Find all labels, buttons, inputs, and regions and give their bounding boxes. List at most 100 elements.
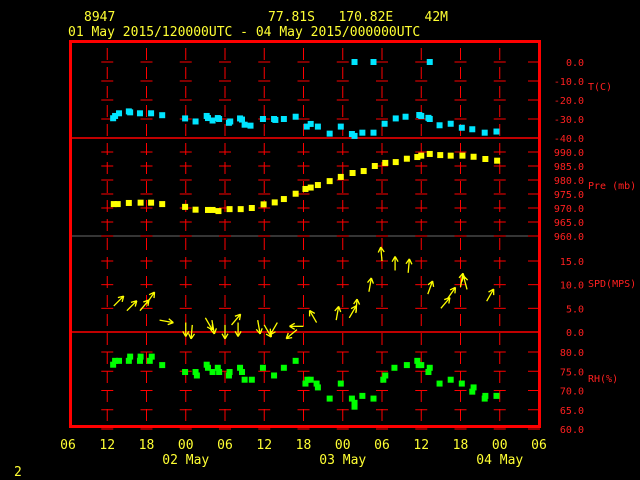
temperature-point xyxy=(272,116,279,123)
pressure-point xyxy=(237,206,244,213)
y-tick-label: 960.0 xyxy=(554,232,584,243)
wind-arrow-head xyxy=(449,286,456,291)
wind-arrow xyxy=(204,317,214,331)
x-tick-label: 12 xyxy=(256,438,272,453)
temperature-point xyxy=(247,122,254,129)
temperature-point xyxy=(259,116,266,122)
rh-point xyxy=(237,364,244,371)
x-tick-label: 12 xyxy=(413,438,429,453)
wind-arrow-head xyxy=(286,336,293,340)
pressure-point xyxy=(125,199,132,206)
wind-arrow-head xyxy=(130,300,137,303)
wind-arrow-head xyxy=(167,321,174,326)
temperature-point xyxy=(127,109,134,116)
y-tick-label: 5.0 xyxy=(566,304,584,315)
pressure-point xyxy=(215,208,222,215)
rh-point xyxy=(271,372,278,379)
wind-arrow xyxy=(159,318,174,326)
wind-arrow xyxy=(126,300,138,312)
rh-point xyxy=(280,364,287,371)
temperature-point xyxy=(227,118,234,125)
rh-point xyxy=(351,403,358,410)
panel-label: SPD(MPS) xyxy=(588,279,636,290)
wind-arrow-head xyxy=(405,258,410,265)
rh-point xyxy=(203,361,210,368)
rh-point xyxy=(426,364,433,371)
pressure-point xyxy=(418,152,425,159)
wind-arrow xyxy=(461,275,469,290)
x-tick-label: 12 xyxy=(99,438,115,453)
wind-arrow-head xyxy=(377,246,382,253)
rh-point xyxy=(326,395,333,402)
pressure-point xyxy=(349,170,356,176)
rh-point xyxy=(248,376,255,383)
x-tick-label: 00 xyxy=(335,438,351,453)
y-tick-label: -30.0 xyxy=(554,115,584,126)
wind-arrow-head xyxy=(237,331,242,337)
wind-arrow-shaft xyxy=(263,324,272,338)
wind-arrow-shaft xyxy=(427,280,434,295)
rh-point xyxy=(447,376,454,383)
wind-arrow-head xyxy=(370,277,375,284)
wind-arrow-head xyxy=(182,331,187,337)
wind-arrow-shaft xyxy=(380,246,383,262)
y-tick-label: 10.0 xyxy=(560,281,584,292)
temperature-point xyxy=(493,128,500,135)
wind-arrow-head xyxy=(353,298,358,305)
temperature-point xyxy=(481,129,488,136)
wind-arrow-head xyxy=(461,275,465,282)
wind-arrow-head xyxy=(234,331,239,337)
time-period: 01 May 2015/120000UTC - 04 May 2015/0000… xyxy=(68,25,420,40)
wind-arrow xyxy=(348,305,357,319)
rh-point xyxy=(351,399,358,406)
y-tick-label: 70.0 xyxy=(560,387,584,398)
pressure-point xyxy=(226,206,233,213)
pressure-point xyxy=(459,152,466,159)
wind-arrow-shaft xyxy=(446,287,456,300)
temperature-point xyxy=(209,117,216,124)
wind-arrow-head xyxy=(121,295,125,303)
wind-arrow-head xyxy=(448,297,451,304)
temperature-point xyxy=(204,115,211,122)
data-marks xyxy=(110,59,501,410)
rh-point xyxy=(307,376,314,383)
y-tick-label: -40.0 xyxy=(554,134,584,145)
rh-point xyxy=(159,362,166,369)
y-tick-label: 0.0 xyxy=(566,58,584,69)
y-tick-label: -20.0 xyxy=(554,96,584,107)
panel-label: RH(%) xyxy=(588,374,618,385)
wind-arrow-shaft xyxy=(257,320,261,335)
temperature-point xyxy=(292,113,299,120)
rh-point xyxy=(337,380,344,387)
wind-arrow-head xyxy=(289,325,296,330)
wind-arrow-shaft xyxy=(486,288,495,302)
rh-point xyxy=(403,362,410,369)
temperature-point xyxy=(381,120,388,127)
y-tick-label: 975.0 xyxy=(554,190,584,201)
rh-point xyxy=(314,384,321,391)
temperature-point xyxy=(436,122,443,129)
temperature-point xyxy=(241,121,248,128)
y-tick-label: 990.0 xyxy=(554,148,584,159)
temperature-point xyxy=(370,129,377,136)
rh-point xyxy=(469,388,476,395)
station-id: 8947 xyxy=(84,10,115,25)
wind-arrow-head xyxy=(206,326,213,331)
rh-point xyxy=(482,392,489,399)
wind-arrow-head xyxy=(454,287,457,294)
x-date-label: 03 May xyxy=(319,453,366,468)
temperature-point xyxy=(418,112,425,119)
wind-arrow xyxy=(187,324,196,340)
temperature-point xyxy=(192,118,199,125)
rh-point xyxy=(127,353,134,360)
wind-arrow xyxy=(231,313,242,326)
wind-arrow-head xyxy=(394,256,399,262)
wind-arrow-head xyxy=(187,333,192,340)
wind-arrow-shaft xyxy=(126,300,138,312)
x-tick-label: 18 xyxy=(139,438,155,453)
wind-arrow-head xyxy=(117,295,124,299)
plot-frame xyxy=(69,40,541,428)
rh-point xyxy=(216,369,223,376)
wind-arrow-head xyxy=(224,333,229,340)
pressure-point xyxy=(371,163,378,169)
